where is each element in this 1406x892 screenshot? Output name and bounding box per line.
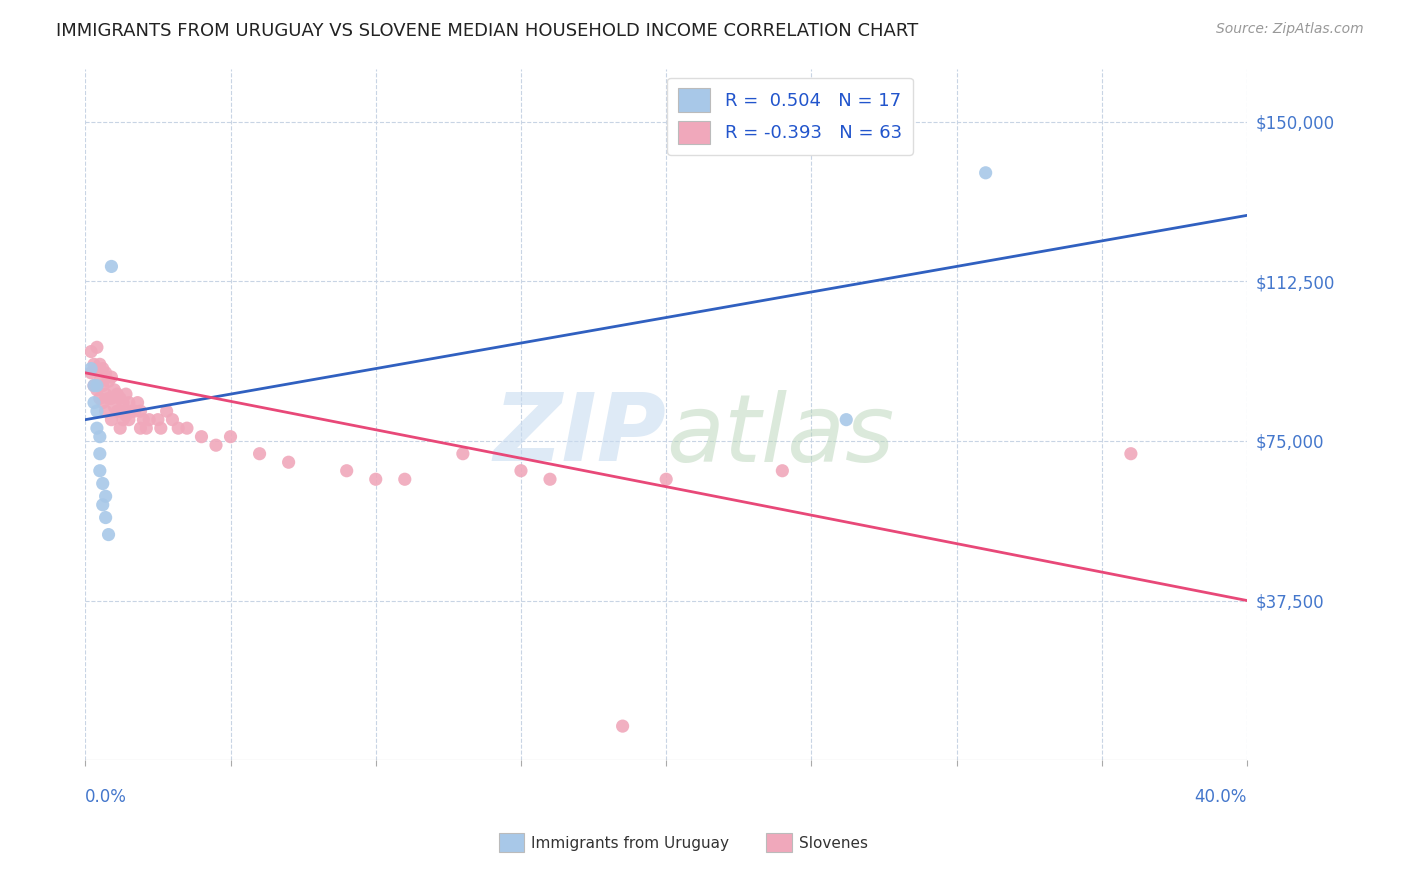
Point [129,404,152,418]
Point [770,464,793,478]
Text: Slovenes: Slovenes [799,837,868,851]
Text: ZIP: ZIP [494,389,666,481]
Point [97,375,120,389]
Point [176,421,198,435]
Point [146,412,169,426]
Point [86,340,108,354]
Point [115,387,138,401]
Point [86,361,108,376]
Point [156,404,179,418]
Point [835,412,858,426]
Point [83,357,105,371]
Point [100,260,122,274]
Point [100,370,122,384]
Point [83,378,105,392]
Point [89,464,111,478]
Point [91,361,114,376]
Point [89,447,111,461]
Point [121,404,143,418]
Legend: R =  0.504   N = 17, R = -0.393   N = 63: R = 0.504 N = 17, R = -0.393 N = 63 [666,78,912,154]
Point [1119,447,1142,461]
Point [94,387,117,401]
Point [86,383,108,397]
Point [190,430,212,444]
Point [83,395,105,409]
Point [138,412,160,426]
Point [132,412,155,426]
Point [108,392,131,406]
Point [974,166,997,180]
Point [94,489,117,503]
Point [108,421,131,435]
Point [127,395,149,409]
Text: Source: ZipAtlas.com: Source: ZipAtlas.com [1216,22,1364,37]
Point [112,412,135,426]
Point [118,412,141,426]
Point [83,378,105,392]
Point [100,412,122,426]
Point [91,498,114,512]
Point [103,400,125,414]
Point [97,527,120,541]
Point [100,392,122,406]
Point [105,387,128,401]
Point [86,421,108,435]
Point [538,472,561,486]
Text: 40.0%: 40.0% [1195,788,1247,805]
Point [86,378,108,392]
Point [336,464,359,478]
Point [97,392,120,406]
Point [149,421,172,435]
Point [655,472,678,486]
Point [124,404,146,418]
Point [118,395,141,409]
Point [103,383,125,397]
Point [86,404,108,418]
Text: Immigrants from Uruguay: Immigrants from Uruguay [531,837,730,851]
Point [108,404,131,418]
Point [364,472,387,486]
Point [115,409,138,423]
Y-axis label: Median Household Income: Median Household Income [0,313,7,516]
Point [105,404,128,418]
Point [510,464,533,478]
Point [451,447,474,461]
Text: IMMIGRANTS FROM URUGUAY VS SLOVENE MEDIAN HOUSEHOLD INCOME CORRELATION CHART: IMMIGRANTS FROM URUGUAY VS SLOVENE MEDIA… [56,22,918,40]
Point [80,366,103,380]
Point [80,344,103,359]
Point [112,395,135,409]
Point [94,510,117,524]
Point [89,375,111,389]
Text: 0.0%: 0.0% [86,788,127,805]
Point [135,421,157,435]
Point [205,438,228,452]
Point [249,447,271,461]
Point [80,361,103,376]
Point [129,421,152,435]
Point [89,392,111,406]
Point [91,395,114,409]
Point [94,404,117,418]
Point [162,412,184,426]
Point [167,421,190,435]
Point [612,719,634,733]
Text: atlas: atlas [666,390,894,481]
Point [219,430,242,444]
Point [277,455,299,469]
Point [91,476,114,491]
Point [94,366,117,380]
Point [89,357,111,371]
Point [89,430,111,444]
Point [91,378,114,392]
Point [394,472,416,486]
